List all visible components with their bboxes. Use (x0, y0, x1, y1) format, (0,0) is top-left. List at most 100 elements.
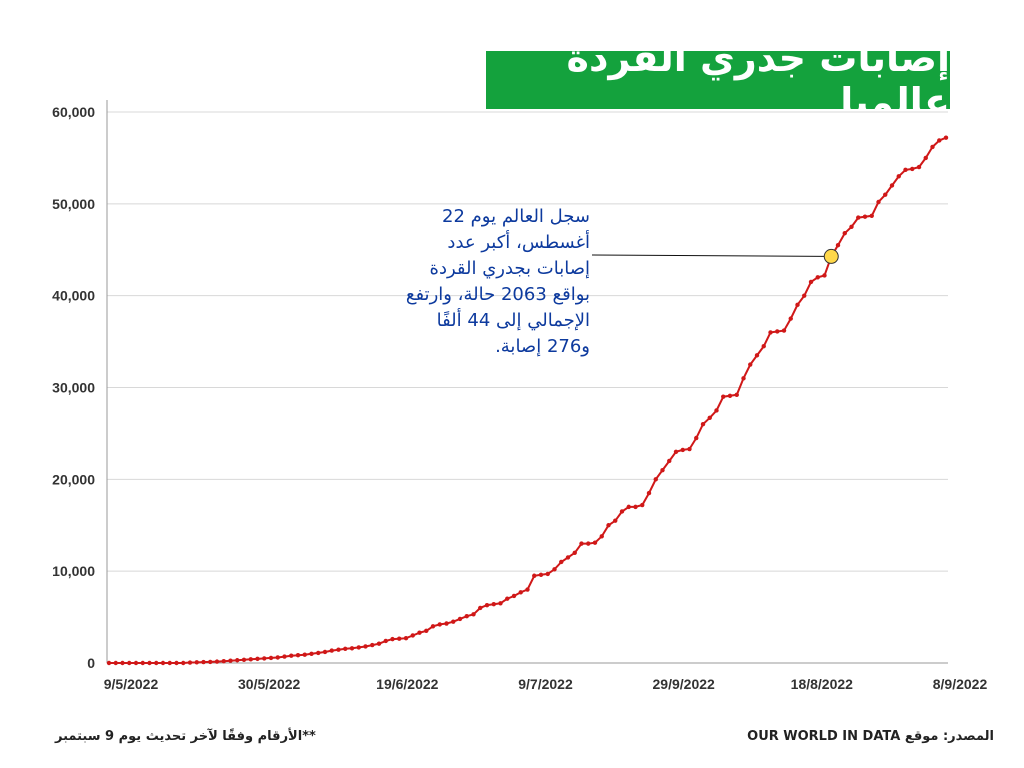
data-point (592, 540, 598, 545)
y-axis: 0 10,000 20,000 30,000 40,000 50,000 60,000 (52, 104, 95, 671)
data-point (633, 504, 638, 510)
data-point (700, 422, 706, 427)
data-point (626, 504, 631, 510)
data-point (916, 164, 922, 170)
data-point (707, 415, 712, 421)
data-point (194, 660, 199, 665)
data-point (687, 446, 692, 452)
data-point (201, 659, 206, 665)
highlight-point (823, 248, 839, 264)
data-point (417, 630, 422, 635)
data-point (754, 353, 760, 358)
data-point (930, 144, 935, 150)
data-point (923, 155, 928, 161)
data-point (316, 650, 321, 656)
data-point (471, 612, 476, 617)
data-point (484, 602, 490, 608)
data-point (181, 660, 186, 666)
data-point (167, 660, 172, 666)
data-point (268, 655, 274, 661)
data-point (876, 199, 881, 205)
data-point (397, 636, 402, 641)
data-point (795, 302, 800, 308)
annotation-text: سجل العالم يوم 22 أغسطس، أكبر عدد إصابات… (405, 206, 590, 357)
data-point (775, 329, 780, 334)
data-point (275, 655, 280, 660)
x-tick-label: 29/9/2022 (653, 676, 715, 692)
x-tick-label: 9/7/2022 (518, 676, 573, 692)
y-tick-label: 30,000 (52, 380, 95, 396)
data-point (862, 214, 868, 219)
data-point (322, 649, 328, 655)
note-footer: **الأرقام وفقًا لآخر تحديث يوم 9 سبتمبر (55, 729, 316, 744)
data-point (478, 605, 483, 611)
data-point (802, 293, 807, 298)
data-point (586, 541, 591, 546)
data-point (356, 645, 361, 650)
data-point (646, 490, 652, 496)
data-point (660, 467, 665, 473)
data-point (768, 330, 773, 335)
data-point (376, 641, 382, 646)
data-point (640, 502, 645, 508)
data-point (127, 660, 132, 666)
data-point (120, 660, 125, 666)
data-point (403, 636, 409, 641)
data-point (160, 660, 166, 666)
data-point (343, 646, 348, 651)
data-point (734, 392, 739, 398)
data-point (552, 567, 557, 572)
data-point (457, 616, 463, 622)
data-point (464, 613, 469, 619)
x-axis: 9/5/2022 30/5/2022 19/6/2022 9/7/2022 29/9/2… (104, 676, 988, 692)
data-point (653, 477, 658, 482)
x-tick-label: 9/5/2022 (104, 676, 159, 692)
data-point (538, 572, 544, 578)
data-point (761, 343, 766, 349)
data-point (349, 646, 355, 651)
data-point (532, 573, 537, 578)
data-point (309, 651, 314, 657)
y-tick-label: 40,000 (52, 288, 95, 304)
data-point (106, 660, 112, 666)
x-tick-label: 30/5/2022 (238, 676, 300, 692)
data-point (525, 587, 530, 592)
data-point (505, 596, 510, 601)
data-point (282, 654, 287, 659)
y-tick-label: 60,000 (52, 104, 95, 120)
data-point (241, 657, 247, 662)
data-point (714, 408, 719, 413)
x-tick-label: 19/6/2022 (376, 676, 438, 692)
data-point (741, 376, 746, 381)
data-point (248, 657, 253, 662)
data-point (187, 660, 193, 665)
source-footer: المصدر: موقع OUR WORLD IN DATA (747, 729, 994, 744)
data-point (748, 362, 753, 367)
data-point (289, 653, 294, 658)
data-point (835, 242, 841, 248)
data-point (842, 231, 847, 236)
data-point (329, 648, 334, 653)
data-point (410, 633, 415, 638)
data-point (255, 656, 260, 662)
data-point (154, 660, 159, 666)
y-tick-label: 50,000 (52, 196, 95, 212)
data-point (572, 550, 577, 555)
data-point (937, 138, 942, 143)
data-point (606, 523, 611, 528)
y-tick-label: 10,000 (52, 563, 95, 579)
data-point (694, 435, 699, 441)
data-point (140, 660, 145, 666)
data-point (781, 328, 787, 333)
data-point (174, 660, 179, 666)
data-point (262, 656, 267, 661)
x-tick-label: 8/9/2022 (933, 676, 988, 692)
data-point (518, 590, 523, 595)
data-point (295, 652, 301, 658)
grid (107, 111, 948, 664)
data-point (336, 647, 341, 652)
data-point (883, 192, 888, 197)
data-point (228, 658, 233, 663)
data-point (889, 183, 895, 188)
